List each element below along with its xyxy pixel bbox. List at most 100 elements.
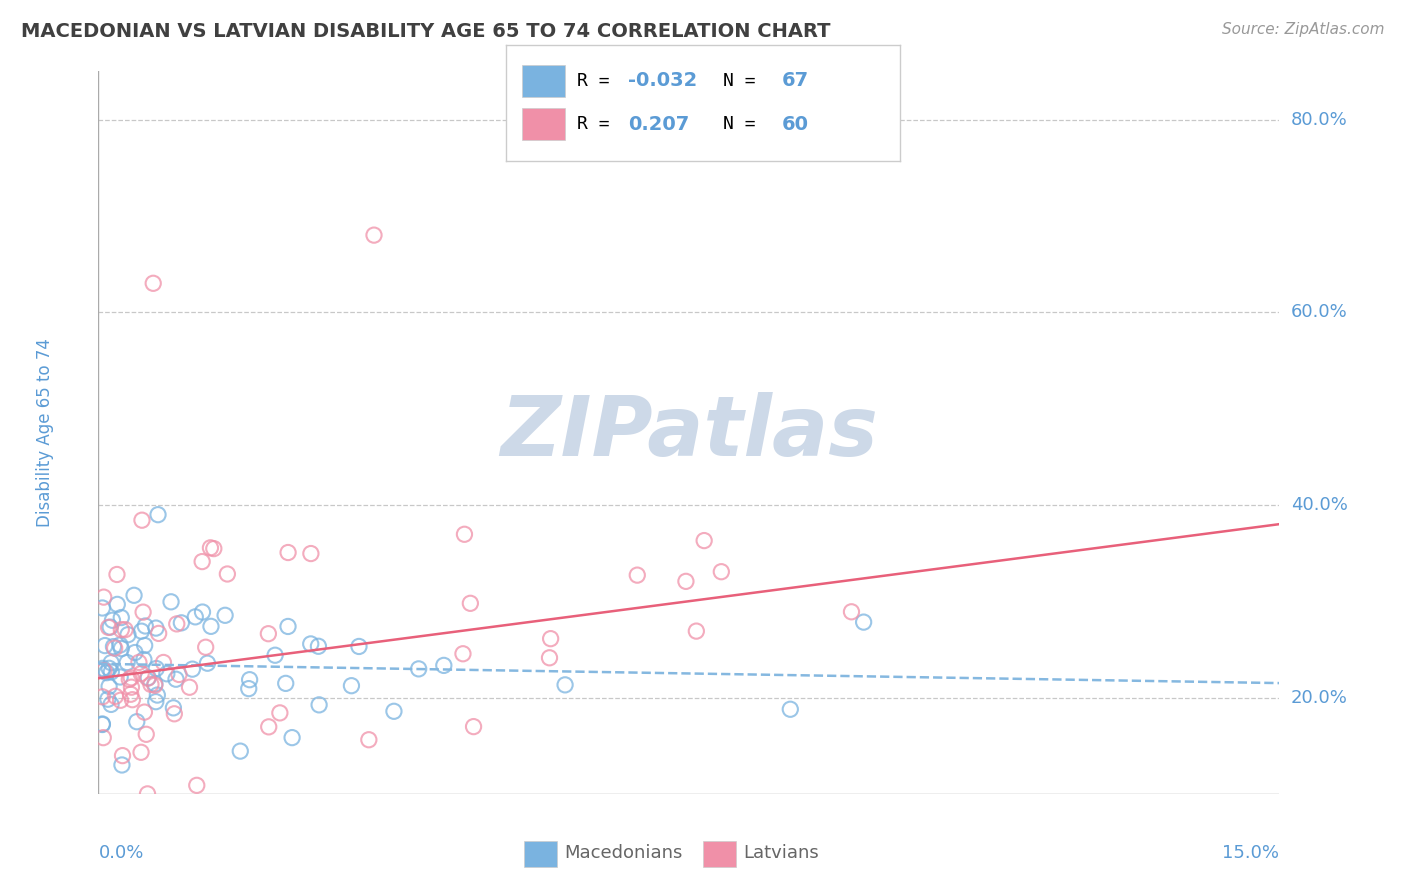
Point: [146, 508, 169, 522]
Point: [136, 787, 159, 801]
Point: [110, 641, 132, 656]
Point: [197, 657, 219, 671]
Point: [693, 533, 716, 548]
Point: [135, 727, 157, 741]
Point: [145, 695, 167, 709]
Text: -0.032: -0.032: [628, 71, 697, 90]
Point: [554, 678, 576, 692]
Point: [91, 690, 114, 704]
Point: [143, 678, 166, 692]
Point: [239, 673, 262, 687]
Point: [101, 613, 124, 627]
Point: [170, 615, 193, 630]
Point: [200, 541, 222, 555]
Point: [100, 656, 122, 670]
Point: [257, 626, 280, 640]
Point: [277, 619, 299, 633]
Point: [94, 639, 117, 653]
Point: [124, 646, 146, 660]
Text: 60: 60: [782, 115, 808, 134]
Point: [408, 662, 430, 676]
Point: [100, 665, 122, 679]
Point: [120, 680, 142, 694]
Point: [852, 615, 875, 629]
Point: [229, 744, 252, 758]
Point: [114, 623, 136, 637]
Point: [120, 671, 142, 685]
Point: [269, 706, 291, 720]
Point: [98, 661, 121, 675]
Point: [145, 661, 167, 675]
Text: N =: N =: [723, 115, 766, 133]
Point: [184, 610, 207, 624]
Point: [453, 527, 475, 541]
Text: Disability Age 65 to 74: Disability Age 65 to 74: [37, 338, 55, 527]
Text: MACEDONIAN VS LATVIAN DISABILITY AGE 65 TO 74 CORRELATION CHART: MACEDONIAN VS LATVIAN DISABILITY AGE 65 …: [21, 22, 831, 41]
Point: [540, 632, 562, 646]
Point: [134, 705, 156, 719]
Point: [779, 702, 801, 716]
Point: [131, 513, 153, 527]
Point: [115, 656, 138, 670]
Point: [264, 648, 287, 663]
Point: [281, 731, 304, 745]
Point: [257, 720, 280, 734]
Point: [139, 677, 162, 691]
Point: [202, 541, 225, 556]
Point: [105, 567, 128, 582]
Point: [238, 681, 260, 696]
Point: [134, 619, 156, 633]
Point: [308, 698, 330, 712]
Point: [129, 745, 152, 759]
Point: [142, 277, 165, 291]
Point: [299, 547, 322, 561]
Point: [120, 687, 142, 701]
Point: [117, 628, 139, 642]
Text: Macedonians: Macedonians: [564, 844, 682, 862]
Point: [136, 671, 159, 685]
Point: [162, 701, 184, 715]
Text: Latvians: Latvians: [744, 844, 818, 862]
Point: [110, 623, 132, 637]
Point: [96, 665, 118, 680]
Point: [307, 640, 329, 654]
Point: [299, 637, 322, 651]
Point: [148, 626, 170, 640]
Point: [98, 620, 121, 634]
Point: [93, 664, 115, 678]
Point: [347, 640, 370, 654]
Point: [217, 566, 239, 581]
Point: [146, 688, 169, 702]
Point: [451, 647, 474, 661]
Text: 0.207: 0.207: [628, 115, 689, 134]
Text: 40.0%: 40.0%: [1291, 496, 1347, 514]
Point: [194, 640, 217, 655]
Text: R =: R =: [576, 72, 620, 90]
Point: [122, 588, 145, 602]
Point: [104, 641, 127, 656]
Point: [100, 698, 122, 712]
Point: [136, 671, 159, 685]
Point: [433, 658, 456, 673]
Point: [163, 706, 186, 721]
Point: [108, 670, 131, 684]
Point: [152, 656, 174, 670]
Point: [357, 732, 380, 747]
Point: [121, 692, 143, 706]
Point: [340, 679, 363, 693]
Point: [91, 601, 114, 615]
Point: [200, 619, 222, 633]
Point: [160, 595, 183, 609]
Point: [98, 679, 121, 693]
Point: [91, 661, 114, 675]
Point: [710, 565, 733, 579]
Point: [129, 666, 152, 681]
Point: [91, 717, 114, 731]
Text: R =: R =: [576, 115, 631, 133]
Point: [626, 568, 648, 582]
Point: [97, 620, 120, 634]
Point: [841, 605, 863, 619]
Text: ZIPatlas: ZIPatlas: [501, 392, 877, 473]
Point: [191, 555, 214, 569]
Point: [132, 652, 155, 666]
